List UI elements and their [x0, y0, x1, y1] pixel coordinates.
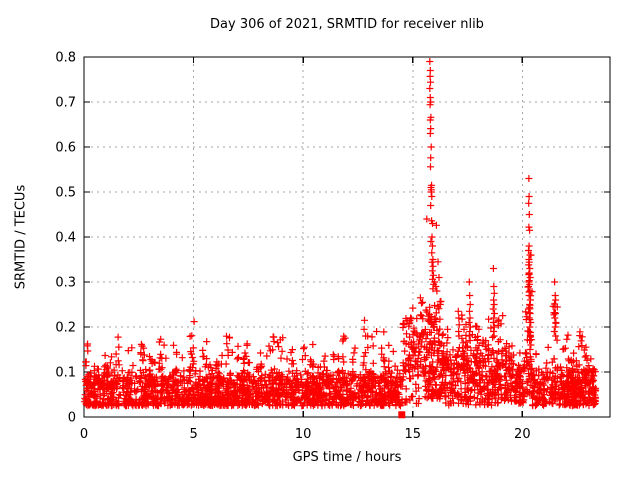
y-axis-label: SRMTID / TECUs [13, 184, 29, 290]
y-tick-label: 0.6 [55, 141, 76, 156]
y-tick-label: 0.7 [55, 96, 76, 111]
y-tick-label: 0.1 [55, 366, 76, 381]
outage-square-marker [398, 411, 406, 419]
x-axis-label: GPS time / hours [292, 450, 402, 465]
y-tick-label: 0.3 [55, 276, 76, 291]
x-tick-label: 5 [189, 427, 197, 442]
x-tick-label: 20 [514, 427, 531, 442]
chart-title: Day 306 of 2021, SRMTID for receiver nli… [210, 17, 484, 32]
y-tick-label: 0.8 [55, 51, 76, 66]
y-tick-label: 0.2 [55, 321, 76, 336]
y-tick-label: 0.5 [55, 186, 76, 201]
x-tick-label: 0 [80, 427, 88, 442]
y-tick-label: 0 [68, 411, 76, 426]
y-tick-label: 0.4 [55, 231, 76, 246]
x-tick-label: 15 [404, 427, 421, 442]
data-points [81, 58, 600, 410]
x-tick-label: 10 [295, 427, 312, 442]
